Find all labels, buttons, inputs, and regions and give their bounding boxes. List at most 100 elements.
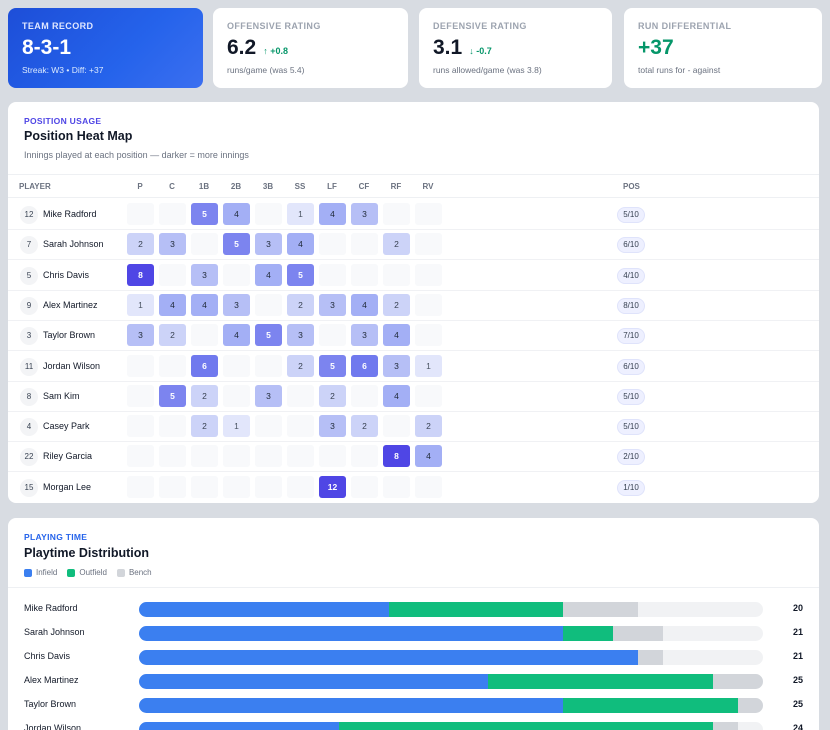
heat-cell[interactable] — [127, 384, 154, 407]
bar-segment-outfield[interactable] — [488, 674, 714, 689]
bar-segment-outfield[interactable] — [338, 722, 714, 730]
heat-cell[interactable] — [319, 324, 346, 347]
heat-cell[interactable]: 4 — [255, 263, 282, 286]
heat-cell[interactable]: 4 — [159, 293, 186, 316]
heat-cell[interactable]: 4 — [287, 233, 314, 256]
heat-cell[interactable]: 2 — [191, 415, 218, 438]
heat-cell[interactable]: 4 — [383, 324, 410, 347]
column-header-pos[interactable]: POS — [623, 182, 640, 191]
bar-segment-bench[interactable] — [713, 674, 763, 689]
heatmap-row[interactable]: 3 Taylor Brown 3 2 4 5 3 3 4 7/10 — [8, 321, 819, 352]
bar-segment-outfield[interactable] — [563, 698, 739, 713]
heat-cell[interactable] — [159, 415, 186, 438]
playtime-row[interactable]: Jordan Wilson 24 — [8, 718, 819, 730]
heat-cell[interactable] — [159, 203, 186, 225]
heat-cell[interactable]: 5 — [159, 384, 186, 407]
heat-cell[interactable] — [223, 354, 250, 377]
heatmap-row[interactable]: 11 Jordan Wilson 6 2 5 6 3 1 6/10 — [8, 352, 819, 382]
bar-segment-infield[interactable] — [139, 698, 564, 713]
playtime-row[interactable]: Taylor Brown 25 — [8, 694, 819, 718]
heat-cell[interactable] — [351, 263, 378, 286]
heatmap-row[interactable]: 4 Casey Park 2 1 3 2 2 5/10 — [8, 412, 819, 443]
heatmap-row[interactable]: 7 Sarah Johnson 2 3 5 3 4 2 6/10 — [8, 230, 819, 261]
heatmap-row[interactable]: 22 Riley Garcia 8 4 2/10 — [8, 442, 819, 473]
heat-cell[interactable]: 5 — [255, 324, 282, 347]
playtime-row[interactable]: Chris Davis 21 — [8, 646, 819, 670]
heat-cell[interactable]: 3 — [319, 293, 346, 316]
heat-cell[interactable]: 5 — [191, 203, 218, 225]
heat-cell[interactable]: 3 — [351, 203, 378, 225]
heat-cell[interactable]: 2 — [127, 233, 154, 256]
bar-segment-infield[interactable] — [139, 650, 639, 665]
bar-segment-outfield[interactable] — [388, 602, 564, 617]
heat-cell[interactable] — [383, 475, 410, 498]
heat-cell[interactable]: 5 — [287, 263, 314, 286]
heat-cell[interactable] — [287, 384, 314, 407]
heat-cell[interactable]: 4 — [191, 293, 218, 316]
playtime-row[interactable]: Alex Martinez 25 — [8, 670, 819, 694]
heat-cell[interactable]: 1 — [415, 354, 442, 377]
bar-segment-infield[interactable] — [139, 602, 389, 617]
heat-cell[interactable] — [159, 475, 186, 498]
heat-cell[interactable] — [287, 475, 314, 498]
heat-cell[interactable] — [191, 324, 218, 347]
heat-cell[interactable] — [127, 415, 154, 438]
heat-cell[interactable] — [415, 293, 442, 316]
heat-cell[interactable] — [223, 384, 250, 407]
heat-cell[interactable]: 2 — [383, 233, 410, 256]
column-header-position[interactable]: C — [169, 182, 175, 191]
column-header-position[interactable]: RV — [422, 182, 434, 191]
heat-cell[interactable]: 1 — [287, 203, 314, 225]
heat-cell[interactable] — [319, 445, 346, 468]
heat-cell[interactable]: 1 — [223, 415, 250, 438]
heat-cell[interactable]: 4 — [223, 324, 250, 347]
column-header-position[interactable]: 3B — [262, 182, 274, 191]
heat-cell[interactable]: 4 — [351, 293, 378, 316]
bar-segment-bench[interactable] — [563, 602, 639, 617]
heat-cell[interactable]: 2 — [319, 384, 346, 407]
heat-cell[interactable]: 6 — [191, 354, 218, 377]
heat-cell[interactable]: 8 — [127, 263, 154, 286]
heat-cell[interactable]: 1 — [127, 293, 154, 316]
heat-cell[interactable] — [191, 445, 218, 468]
heat-cell[interactable]: 3 — [287, 324, 314, 347]
heat-cell[interactable] — [255, 354, 282, 377]
heat-cell[interactable]: 2 — [287, 293, 314, 316]
bar-segment-bench[interactable] — [713, 722, 739, 730]
heat-cell[interactable] — [319, 233, 346, 256]
heat-cell[interactable] — [223, 475, 250, 498]
heat-cell[interactable]: 3 — [159, 233, 186, 256]
heat-cell[interactable]: 2 — [351, 415, 378, 438]
heatmap-row[interactable]: 12 Mike Radford 5 4 1 4 3 5/10 — [8, 200, 819, 230]
heat-cell[interactable] — [159, 445, 186, 468]
heat-cell[interactable] — [223, 445, 250, 468]
heat-cell[interactable]: 2 — [287, 354, 314, 377]
bar-segment-infield[interactable] — [139, 626, 564, 641]
heat-cell[interactable] — [351, 445, 378, 468]
heat-cell[interactable] — [319, 263, 346, 286]
heat-cell[interactable] — [159, 263, 186, 286]
heat-cell[interactable] — [351, 384, 378, 407]
heat-cell[interactable] — [127, 354, 154, 377]
heat-cell[interactable] — [287, 445, 314, 468]
heat-cell[interactable] — [383, 263, 410, 286]
heat-cell[interactable]: 3 — [319, 415, 346, 438]
heat-cell[interactable] — [191, 475, 218, 498]
heat-cell[interactable] — [127, 445, 154, 468]
heat-cell[interactable] — [383, 203, 410, 225]
heat-cell[interactable] — [287, 415, 314, 438]
heat-cell[interactable]: 3 — [255, 233, 282, 256]
heat-cell[interactable] — [415, 263, 442, 286]
column-header-position[interactable]: P — [137, 182, 143, 191]
heat-cell[interactable]: 3 — [351, 324, 378, 347]
heat-cell[interactable]: 12 — [319, 475, 346, 498]
heat-cell[interactable]: 3 — [223, 293, 250, 316]
playtime-row[interactable]: Mike Radford 20 — [8, 598, 819, 622]
heat-cell[interactable] — [415, 203, 442, 225]
heat-cell[interactable]: 2 — [191, 384, 218, 407]
bar-segment-infield[interactable] — [139, 722, 339, 730]
heat-cell[interactable]: 5 — [319, 354, 346, 377]
heat-cell[interactable] — [415, 324, 442, 347]
bar-segment-bench[interactable] — [738, 698, 763, 713]
heat-cell[interactable]: 2 — [383, 293, 410, 316]
